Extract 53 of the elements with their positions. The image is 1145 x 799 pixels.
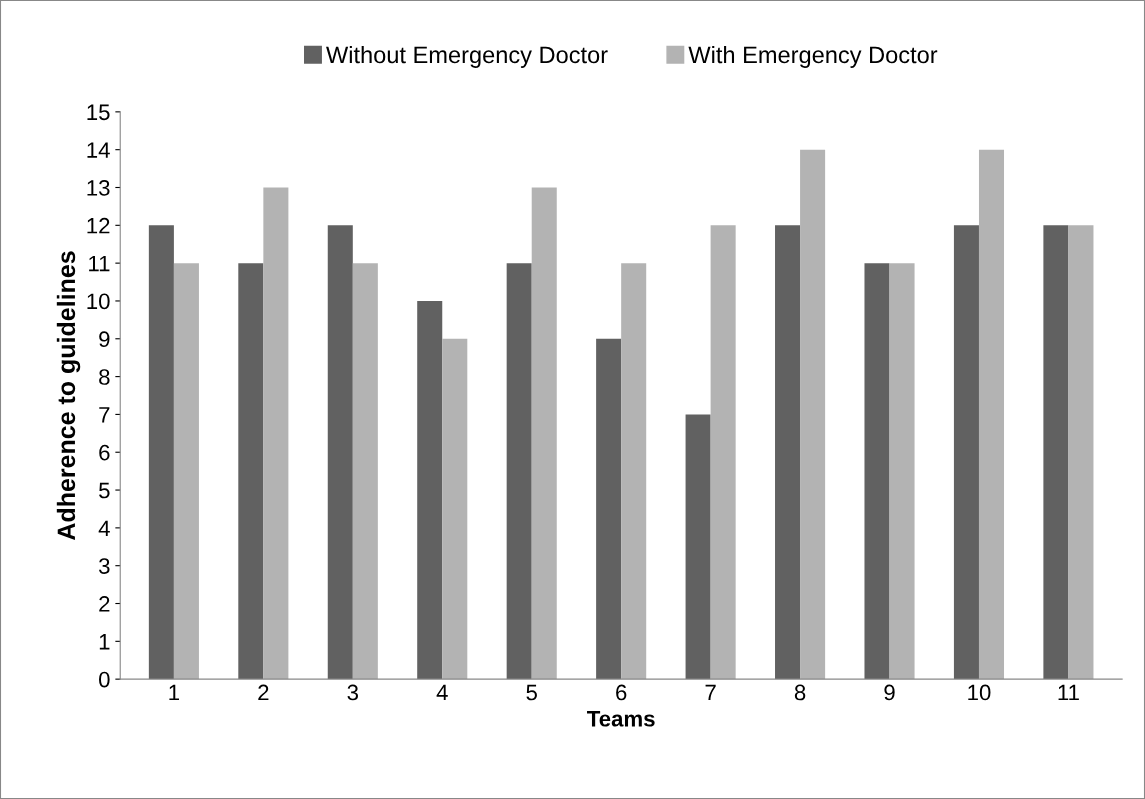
bar [148, 225, 174, 680]
bar [263, 187, 289, 680]
x-tick-label: 7 [705, 684, 716, 701]
x-tick-label: 9 [884, 684, 895, 701]
bar [953, 225, 979, 680]
x-tick-label: 11 [1058, 684, 1079, 701]
bar [327, 225, 353, 680]
x-tick-label: 3 [347, 684, 359, 701]
y-tick-label: 5 [99, 482, 110, 499]
y-tick-label: 10 [87, 293, 110, 310]
bar [1068, 225, 1094, 680]
x-tick-label: 6 [616, 684, 627, 701]
y-tick-label: 14 [87, 142, 110, 158]
y-tick-label: 12 [87, 217, 110, 234]
bar [685, 414, 711, 680]
y-tick-label: 2 [99, 596, 110, 612]
y-tick-label: 7 [99, 407, 110, 423]
bar [417, 300, 443, 680]
x-tick-label: 10 [968, 684, 991, 701]
bar [621, 263, 647, 680]
y-tick-label: 3 [98, 558, 110, 574]
bar [978, 149, 1005, 680]
y-tick-label: 8 [99, 369, 110, 385]
bar [864, 263, 890, 680]
y-tick-label: 9 [99, 331, 110, 348]
x-tick-label: 2 [258, 684, 269, 701]
y-tick-label: 0 [99, 671, 110, 688]
bar [352, 263, 378, 680]
x-tick-label: 4 [436, 684, 448, 701]
x-tick-label: 8 [794, 684, 806, 701]
y-axis-title: Adherence to guidelines [56, 251, 81, 541]
x-tick-label: 1 [169, 684, 179, 701]
bar [531, 187, 557, 680]
bar [173, 263, 199, 680]
y-tick-label: 15 [87, 104, 110, 121]
legend-label: Without Emergency Doctor [326, 45, 608, 68]
bar [1043, 225, 1069, 680]
bar [800, 149, 826, 680]
bar [238, 263, 264, 680]
y-tick-label: 13 [87, 180, 110, 196]
bar [506, 263, 532, 680]
bar [710, 225, 736, 680]
bar [889, 263, 915, 680]
bar [775, 225, 801, 680]
y-tick-label: 11 [89, 255, 110, 272]
y-tick-label: 4 [98, 520, 110, 536]
legend-label: With Emergency Doctor [688, 45, 938, 68]
bar [596, 338, 622, 680]
bar [442, 338, 468, 680]
x-tick-label: 5 [526, 684, 537, 701]
y-tick-label: 6 [99, 444, 110, 461]
y-tick-label: 1 [99, 634, 110, 650]
x-axis-title: Teams [587, 711, 655, 727]
